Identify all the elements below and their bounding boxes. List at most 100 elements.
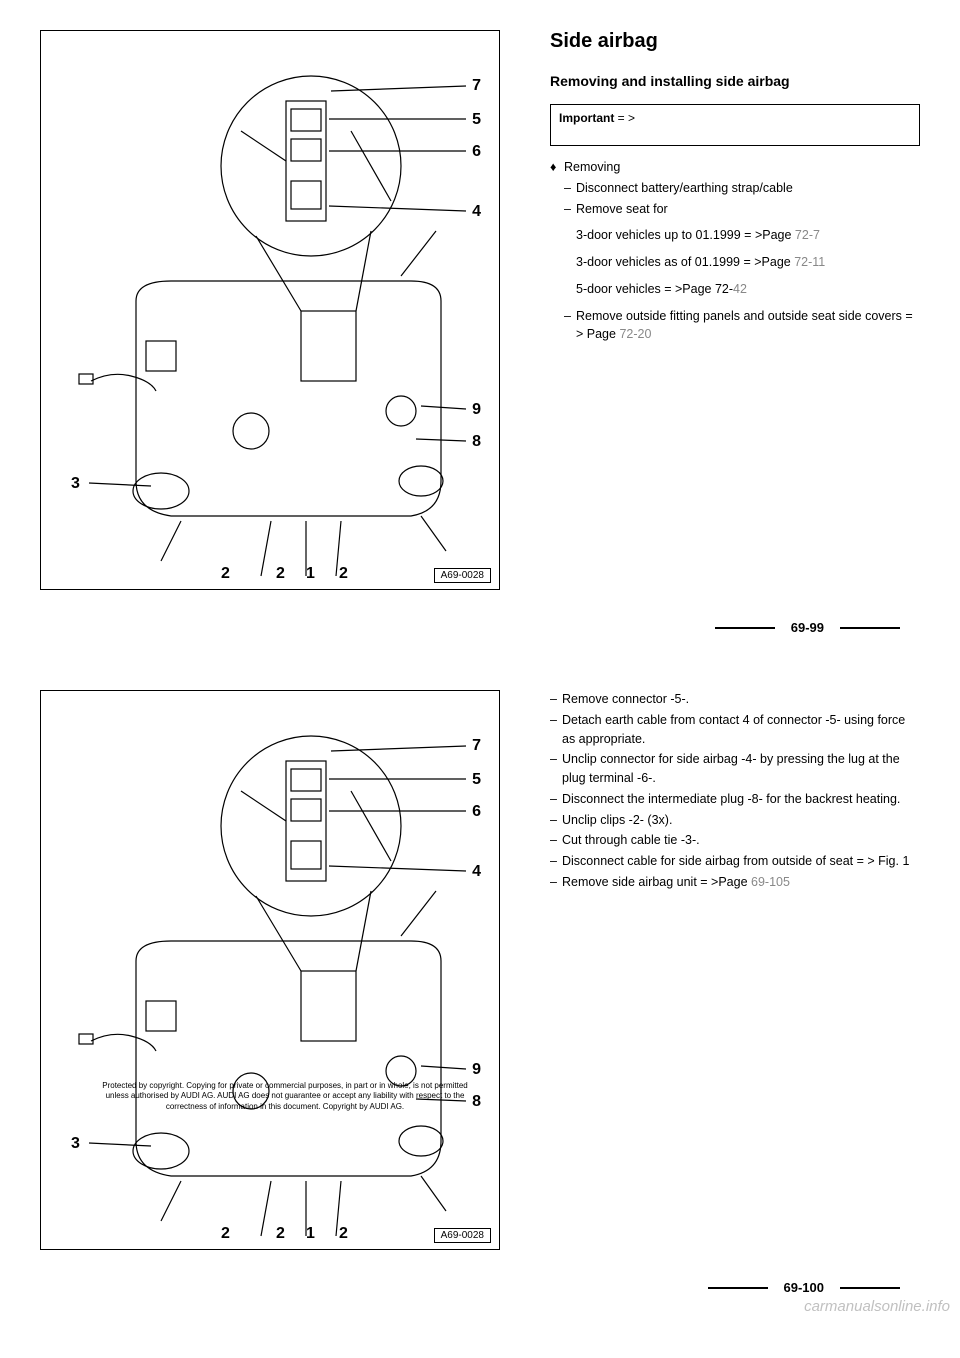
callout-2a: 2	[221, 1225, 230, 1243]
callout-9: 9	[472, 401, 481, 419]
callout-9: 9	[472, 1061, 481, 1079]
dash-content: Detach earth cable from contact 4 of con…	[562, 711, 920, 749]
callout-4: 4	[472, 863, 481, 881]
callout-4: 4	[472, 203, 481, 221]
dash-icon: –	[550, 690, 562, 709]
dash-icon: –	[550, 852, 562, 871]
indent-prefix: 5-door vehicles = >Page 72-	[576, 282, 733, 296]
dash-content: Unclip clips -2- (3x).	[562, 811, 920, 830]
dash-content: Disconnect battery/earthing strap/cable	[576, 179, 920, 198]
callout-6: 6	[472, 143, 481, 161]
callout-1: 1	[306, 565, 315, 583]
dash-content: Remove seat for	[576, 200, 920, 219]
page-link[interactable]: 69-105	[748, 875, 790, 889]
indent-prefix: 3-door vehicles as of 01.1999 = >Page	[576, 255, 791, 269]
dash-list: – Remove connector -5-. – Detach earth c…	[550, 690, 920, 892]
page-number: 69-100	[784, 1280, 824, 1295]
watermark: carmanualsonline.info	[804, 1298, 950, 1315]
callout-5: 5	[472, 111, 481, 129]
bullet-item: ♦ Removing	[550, 158, 920, 177]
page-number: 69-99	[791, 620, 824, 635]
dash-icon: –	[564, 307, 576, 345]
dash-icon: –	[550, 711, 562, 749]
callout-5: 5	[472, 771, 481, 789]
page-link[interactable]: 72-7	[791, 228, 820, 242]
diagram-column: 7 5 6 4 9 8 3 2 2 1 2 A69-0028 Protected…	[40, 690, 500, 1250]
dash-icon: –	[564, 200, 576, 219]
dash-item: – Disconnect the intermediate plug -8- f…	[550, 790, 920, 809]
dash-icon: –	[564, 179, 576, 198]
dash-item: – Detach earth cable from contact 4 of c…	[550, 711, 920, 749]
dash-item: – Remove side airbag unit = >Page 69-105	[550, 873, 920, 892]
indent-text: 3-door vehicles as of 01.1999 = >Page 72…	[550, 253, 920, 272]
important-box: Important = >	[550, 104, 920, 146]
dash-icon: –	[550, 750, 562, 788]
callout-2b: 2	[276, 565, 285, 583]
dash-content: Remove connector -5-.	[562, 690, 920, 709]
dash-item: – Disconnect cable for side airbag from …	[550, 852, 920, 871]
callout-7: 7	[472, 737, 481, 755]
indent-text: 5-door vehicles = >Page 72-42	[550, 280, 920, 299]
indent-text: 3-door vehicles up to 01.1999 = >Page 72…	[550, 226, 920, 245]
indent-prefix: 3-door vehicles up to 01.1999 = >Page	[576, 228, 791, 242]
diagram-id-label: A69-0028	[434, 1228, 491, 1243]
dash-item: – Remove outside fitting panels and outs…	[564, 307, 920, 345]
dash-item: – Remove seat for	[564, 200, 920, 219]
dash-content: Disconnect the intermediate plug -8- for…	[562, 790, 920, 809]
dash-content: Cut through cable tie -3-.	[562, 831, 920, 850]
page-link[interactable]: 72-11	[791, 255, 826, 269]
dash-content: Disconnect cable for side airbag from ou…	[562, 852, 920, 871]
callout-6: 6	[472, 803, 481, 821]
section-title: Side airbag	[550, 30, 920, 53]
page-section-2: 7 5 6 4 9 8 3 2 2 1 2 A69-0028 Protected…	[0, 660, 960, 1270]
dash-item: – Unclip connector for side airbag -4- b…	[550, 750, 920, 788]
bullet-content: Removing	[564, 158, 920, 177]
dash-icon: –	[550, 790, 562, 809]
dash-list: – Disconnect battery/earthing strap/cabl…	[550, 179, 920, 219]
callout-8: 8	[472, 433, 481, 451]
dash-item: – Unclip clips -2- (3x).	[550, 811, 920, 830]
callout-1: 1	[306, 1225, 315, 1243]
callout-2b: 2	[276, 1225, 285, 1243]
page-number-line	[840, 627, 900, 629]
page-number-row-1: 69-99	[0, 610, 960, 660]
content-column-1: Side airbag Removing and installing side…	[530, 30, 920, 590]
callout-2c: 2	[339, 1225, 348, 1243]
diagram-id-label: A69-0028	[434, 568, 491, 583]
seat-diagram-2: 7 5 6 4 9 8 3 2 2 1 2 A69-0028 Protected…	[40, 690, 500, 1250]
dash-item: – Remove connector -5-.	[550, 690, 920, 709]
dash-content: Unclip connector for side airbag -4- by …	[562, 750, 920, 788]
diagram-svg	[41, 31, 501, 591]
section-subtitle: Removing and installing side airbag	[550, 73, 920, 89]
dash-text: Remove side airbag unit = >Page	[562, 875, 748, 889]
seat-diagram-1: 7 5 6 4 9 8 3 2 2 1 2 A69-0028	[40, 30, 500, 590]
important-suffix: = >	[614, 111, 635, 125]
page-number-line	[840, 1287, 900, 1289]
page-section-1: 7 5 6 4 9 8 3 2 2 1 2 A69-0028 Side airb…	[0, 0, 960, 610]
content-column-2: – Remove connector -5-. – Detach earth c…	[530, 690, 920, 1250]
dash-icon: –	[550, 873, 562, 892]
callout-7: 7	[472, 77, 481, 95]
diagram-column: 7 5 6 4 9 8 3 2 2 1 2 A69-0028	[40, 30, 500, 590]
dash-content: Remove outside fitting panels and outsid…	[576, 307, 920, 345]
content-list-2: – Remove connector -5-. – Detach earth c…	[550, 690, 920, 892]
dash-content: Remove side airbag unit = >Page 69-105	[562, 873, 920, 892]
dash-item: – Disconnect battery/earthing strap/cabl…	[564, 179, 920, 198]
callout-3: 3	[71, 1135, 80, 1153]
diamond-icon: ♦	[550, 158, 564, 177]
callout-2c: 2	[339, 565, 348, 583]
dash-list: – Remove outside fitting panels and outs…	[550, 307, 920, 345]
copyright-overlay: Protected by copyright. Copying for priv…	[91, 1081, 479, 1112]
page-link[interactable]: 72-20	[616, 327, 651, 341]
page-number-line	[715, 627, 775, 629]
page-number-line	[708, 1287, 768, 1289]
dash-icon: –	[550, 831, 562, 850]
page-link[interactable]: 42	[733, 282, 747, 296]
important-label: Important	[559, 111, 614, 125]
dash-item: – Cut through cable tie -3-.	[550, 831, 920, 850]
callout-3: 3	[71, 475, 80, 493]
content-list-1: ♦ Removing – Disconnect battery/earthing…	[550, 158, 920, 344]
dash-icon: –	[550, 811, 562, 830]
diagram-svg	[41, 691, 501, 1251]
callout-2a: 2	[221, 565, 230, 583]
